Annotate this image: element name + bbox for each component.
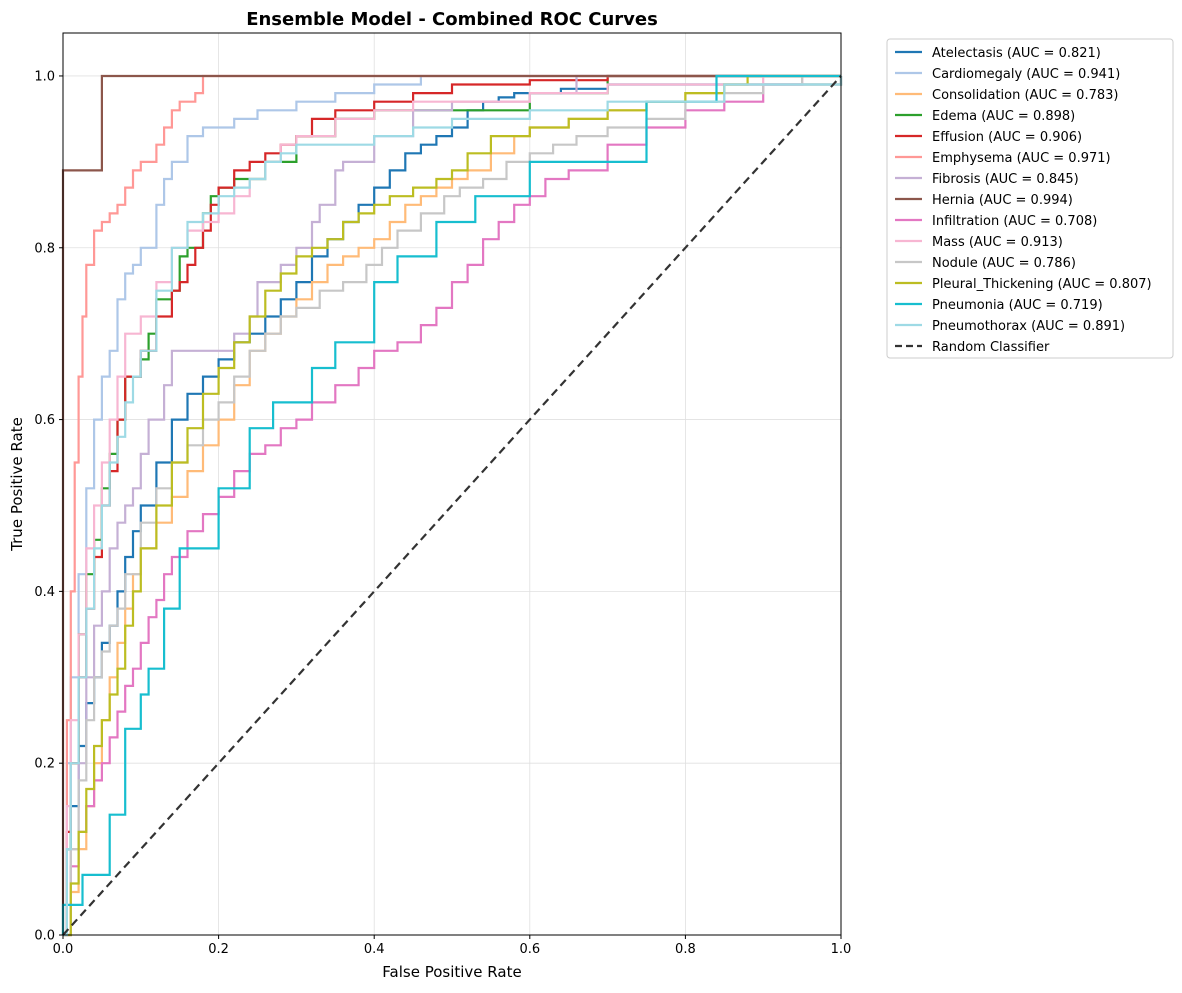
y-tick-label: 0.4 — [34, 585, 55, 600]
legend-label: Pleural_Thickening (AUC = 0.807) — [932, 277, 1152, 292]
legend-label: Emphysema (AUC = 0.971) — [932, 151, 1111, 166]
legend-label: Edema (AUC = 0.898) — [932, 109, 1075, 124]
roc-curve-pneumonia — [61, 74, 841, 935]
plot-frame — [62, 32, 842, 936]
legend-label: Mass (AUC = 0.913) — [932, 235, 1063, 250]
legend-label: Pneumothorax (AUC = 0.891) — [932, 319, 1125, 334]
legend-label: Fibrosis (AUC = 0.845) — [932, 172, 1079, 187]
legend-label: Nodule (AUC = 0.786) — [932, 256, 1076, 271]
x-tick-label: 0.6 — [519, 942, 540, 957]
y-tick-label: 0.8 — [34, 241, 55, 256]
random-classifier-line — [62, 75, 842, 936]
roc-curve-pneumothorax — [63, 76, 843, 937]
legend-label: Cardiomegaly (AUC = 0.941) — [932, 67, 1120, 82]
y-tick-label: 0.0 — [34, 929, 55, 944]
x-tick-label: 0.0 — [53, 942, 74, 957]
x-tick-label: 0.4 — [364, 942, 385, 957]
roc-curve-mass — [63, 74, 841, 937]
roc-curve-pleural-thickening — [63, 74, 841, 937]
roc-curve-emphysema — [63, 74, 841, 937]
y-axis-label: True Positive Rate — [8, 417, 26, 552]
chart-title: Ensemble Model - Combined ROC Curves — [246, 9, 658, 30]
grid — [62, 33, 842, 936]
x-axis-label: False Positive Rate — [382, 963, 521, 981]
legend-label: Random Classifier — [932, 340, 1050, 355]
legend-label: Infiltration (AUC = 0.708) — [932, 214, 1097, 229]
baseline-layer — [62, 75, 842, 936]
legend-box — [886, 38, 1174, 359]
axis-ticks: 0.0 0.2 0.4 0.6 0.8 1.0 0.0 0.2 0.4 0.6 0.8 1.0 — [34, 69, 851, 957]
roc-curve-nodule — [63, 74, 841, 937]
legend-label: Effusion (AUC = 0.906) — [932, 130, 1082, 145]
legend-label: Pneumonia (AUC = 0.719) — [932, 298, 1103, 313]
y-tick-label: 0.2 — [34, 757, 55, 772]
series-lines — [61, 74, 843, 937]
legend-items: Atelectasis (AUC = 0.821) Cardiomegaly (A… — [895, 46, 1152, 355]
y-tick-label: 1.0 — [34, 69, 55, 84]
x-tick-label: 1.0 — [831, 942, 852, 957]
roc-curve-infiltration — [63, 74, 841, 937]
legend: Atelectasis (AUC = 0.821) Cardiomegaly (A… — [886, 38, 1174, 359]
legend-label: Atelectasis (AUC = 0.821) — [932, 46, 1101, 61]
x-tick-label: 0.8 — [675, 942, 696, 957]
legend-label: Hernia (AUC = 0.994) — [932, 193, 1073, 208]
y-tick-label: 0.6 — [34, 413, 55, 428]
roc-curve-cardiomegaly — [63, 74, 841, 937]
legend-label: Consolidation (AUC = 0.783) — [932, 88, 1118, 103]
x-tick-label: 0.2 — [208, 942, 229, 957]
